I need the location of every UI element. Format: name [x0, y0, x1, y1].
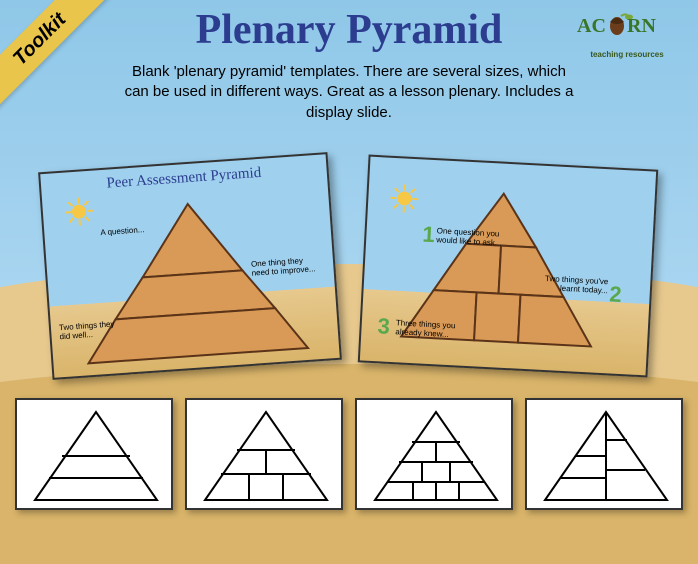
caption-2: Two things you've learnt today... [542, 274, 609, 295]
subtitle-text: Blank 'plenary pyramid' templates. There… [120, 62, 578, 123]
template-3 [355, 398, 513, 510]
template-2 [185, 398, 343, 510]
preview-slides: Peer Assessment Pyramid A question... On… [0, 162, 698, 370]
template-4 [525, 398, 683, 510]
pyramid-6-block [360, 157, 660, 380]
number-1: 1 [422, 222, 436, 249]
main-title: Plenary Pyramid [0, 6, 698, 54]
preview-slide-peer-assessment: Peer Assessment Pyramid A question... On… [38, 152, 342, 380]
number-3: 3 [377, 313, 391, 340]
preview-slide-numbered: 1 One question you would like to ask... … [358, 155, 658, 378]
template-thumbnails [0, 398, 698, 510]
number-2: 2 [609, 281, 623, 308]
caption-1: One question you would like to ask... [436, 226, 507, 248]
caption-3: Three things you already knew... [395, 318, 462, 339]
template-1 [15, 398, 173, 510]
